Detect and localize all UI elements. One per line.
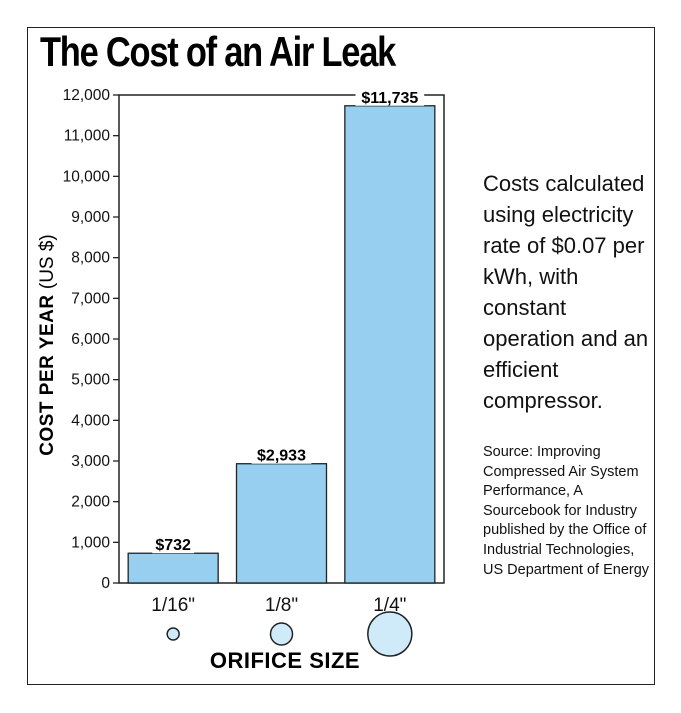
data-label-background (152, 536, 195, 554)
orifice-size-icon (269, 622, 294, 646)
x-tick-label: 1/4" (373, 595, 406, 616)
y-tick-label: 0 (101, 575, 110, 592)
calculation-note: Costs calculated using electricity rate … (483, 171, 649, 413)
y-tick-label: 8,000 (71, 250, 110, 267)
x-axis-label: ORIFICE SIZE (209, 648, 361, 673)
x-tick-label: 1/16" (151, 595, 195, 616)
data-label-background (355, 88, 425, 106)
data-label-background (251, 446, 312, 464)
y-tick-label: 4,000 (71, 412, 110, 429)
y-tick-label: 12,000 (63, 87, 111, 104)
orifice-size-icon (367, 611, 413, 657)
y-tick-label: 6,000 (71, 331, 110, 348)
y-tick-label: 3,000 (71, 453, 110, 470)
x-tick-label: 1/8" (265, 595, 298, 616)
y-tick-label: 10,000 (63, 168, 111, 185)
y-tick-label: 11,000 (64, 128, 111, 145)
y-tick-label: 2,000 (71, 494, 110, 511)
bar (127, 552, 219, 584)
y-tick-label: 9,000 (71, 209, 110, 226)
data-label: $11,735 (361, 90, 418, 107)
chart-title: The Cost of an Air Leak (40, 28, 396, 75)
orifice-size-icon (166, 627, 180, 641)
bar (235, 463, 328, 584)
data-label: $2,933 (257, 448, 306, 465)
bar (344, 105, 436, 584)
y-tick-label: 7,000 (71, 290, 110, 307)
data-label: $732 (155, 537, 191, 554)
y-tick-label: 5,000 (71, 372, 110, 389)
y-tick-label: 1,000 (71, 534, 110, 551)
source-note: Source: Improving Compressed Air System … (483, 444, 650, 578)
